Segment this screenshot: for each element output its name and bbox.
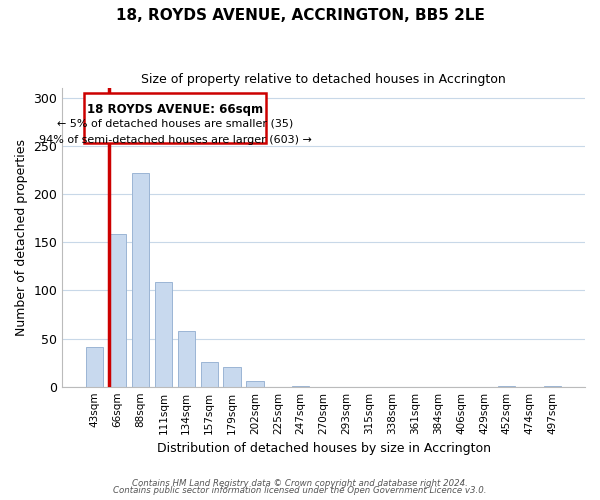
- Bar: [86, 347, 103, 387]
- Text: Contains public sector information licensed under the Open Government Licence v3: Contains public sector information licen…: [113, 486, 487, 495]
- FancyBboxPatch shape: [83, 93, 266, 143]
- Bar: [200, 362, 218, 386]
- X-axis label: Distribution of detached houses by size in Accrington: Distribution of detached houses by size …: [157, 442, 491, 455]
- Text: Contains HM Land Registry data © Crown copyright and database right 2024.: Contains HM Land Registry data © Crown c…: [132, 478, 468, 488]
- Bar: [155, 282, 172, 387]
- Bar: [178, 331, 195, 386]
- Bar: [132, 173, 149, 386]
- Text: 18 ROYDS AVENUE: 66sqm: 18 ROYDS AVENUE: 66sqm: [87, 102, 263, 116]
- Title: Size of property relative to detached houses in Accrington: Size of property relative to detached ho…: [141, 72, 506, 86]
- Text: ← 5% of detached houses are smaller (35): ← 5% of detached houses are smaller (35): [57, 119, 293, 129]
- Text: 94% of semi-detached houses are larger (603) →: 94% of semi-detached houses are larger (…: [38, 136, 311, 145]
- Y-axis label: Number of detached properties: Number of detached properties: [15, 139, 28, 336]
- Bar: [223, 368, 241, 386]
- Bar: [247, 381, 263, 386]
- Text: 18, ROYDS AVENUE, ACCRINGTON, BB5 2LE: 18, ROYDS AVENUE, ACCRINGTON, BB5 2LE: [116, 8, 484, 22]
- Bar: [109, 234, 126, 386]
